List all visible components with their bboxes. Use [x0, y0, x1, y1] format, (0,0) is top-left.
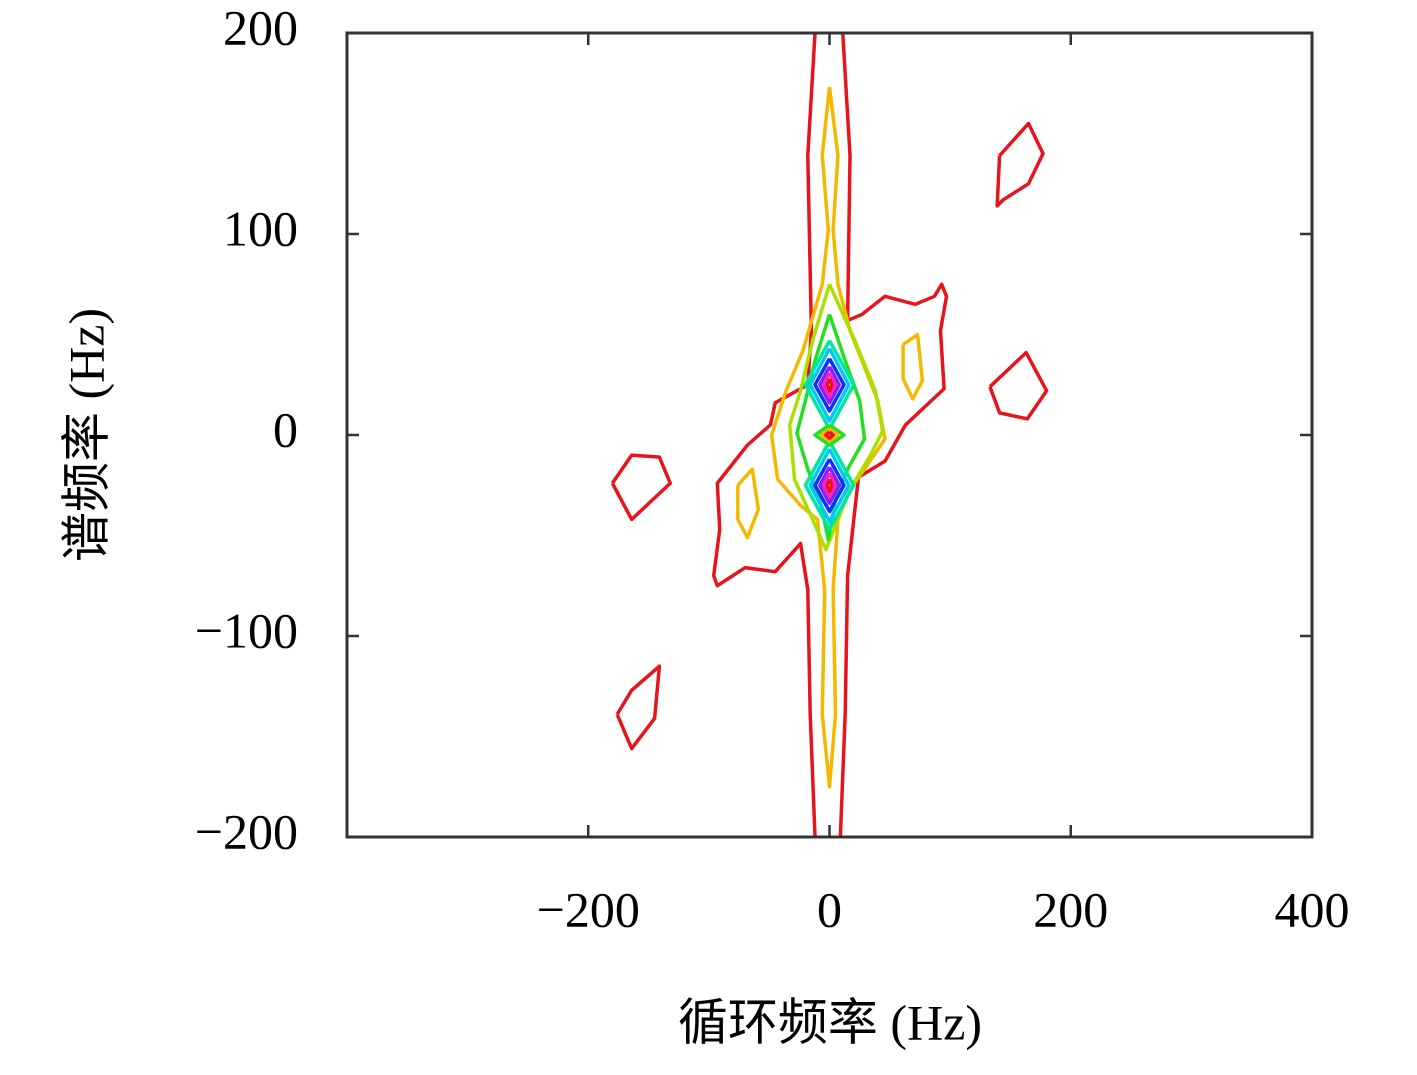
- y-tick-label: −100: [195, 602, 298, 658]
- contour-line: [795, 313, 867, 542]
- contour-line: [988, 350, 1049, 421]
- y-tick-label: −200: [195, 803, 298, 859]
- y-tick-label: 0: [273, 401, 298, 457]
- x-tick-label: 0: [817, 881, 842, 937]
- contour-line: [824, 430, 835, 440]
- contour-line: [808, 448, 851, 524]
- y-tick-label: 200: [223, 0, 298, 55]
- contour-line: [813, 423, 846, 447]
- contour-line: [803, 339, 856, 431]
- y-axis-label: 谱频率 (Hz): [58, 308, 114, 562]
- contour-line: [838, 32, 949, 838]
- contour-line: [610, 453, 673, 522]
- x-tick-label: 400: [1275, 881, 1350, 937]
- contour-line: [819, 427, 840, 443]
- contour-line: [736, 467, 761, 540]
- contour-line: [825, 378, 834, 393]
- contour-line: [787, 283, 885, 552]
- contour-line: [711, 32, 817, 838]
- y-tick-label: 100: [223, 200, 298, 256]
- contour-line: [825, 478, 834, 494]
- contour-line: [808, 347, 851, 423]
- x-tick-label: 200: [1033, 881, 1108, 937]
- contour-line: [813, 357, 846, 413]
- contour-line: [813, 458, 846, 514]
- x-axis-label: 循环频率 (Hz): [678, 994, 982, 1050]
- contour-line: [803, 440, 856, 532]
- contour-line: [901, 332, 925, 401]
- plot-frame: [345, 31, 1314, 839]
- contour-line: [818, 365, 841, 405]
- contour-line: [821, 371, 838, 399]
- contour-line: [821, 472, 838, 500]
- contour-line: [615, 664, 662, 751]
- contour-line: [818, 466, 841, 506]
- contour-line: [995, 121, 1045, 208]
- x-tick-label: −200: [537, 881, 640, 937]
